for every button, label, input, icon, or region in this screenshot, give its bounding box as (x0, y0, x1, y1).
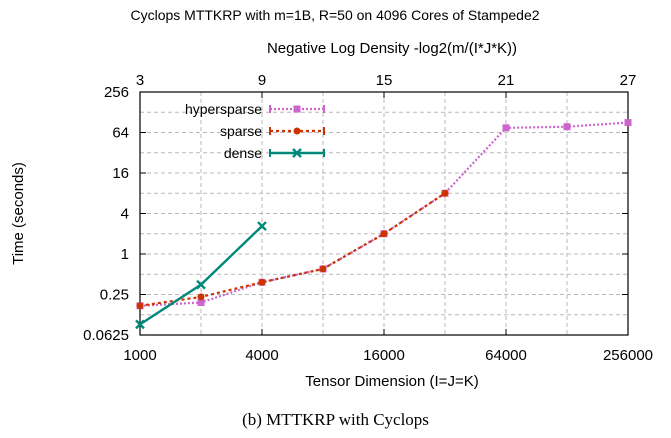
y-tick-label: 1 (121, 246, 129, 263)
x-tick-label: 64000 (485, 347, 527, 364)
x2-tick-label: 21 (498, 72, 515, 89)
sparse-point (258, 278, 266, 286)
sparse-point (380, 230, 388, 238)
dense-point (196, 279, 206, 290)
dense-point (257, 221, 267, 231)
x2-tick-label: 3 (136, 72, 144, 89)
figure-caption: (b) MTTKRP with Cyclops (242, 410, 429, 429)
sparse-line (139, 192, 446, 307)
legend-label: sparse (220, 123, 262, 139)
x-tick-label: 16000 (363, 347, 405, 364)
x2-axis-label: Negative Log Density -log2(m/(I*J*K)) (267, 40, 517, 57)
hypersparse-point (502, 124, 510, 132)
sparse-point (197, 293, 205, 301)
x2-tick-label: 27 (620, 72, 637, 89)
hypersparse-line (139, 121, 629, 307)
y-axis-label: Time (seconds) (10, 162, 27, 265)
legend-marker-dense (292, 148, 302, 158)
y-tick-label: 4 (121, 206, 129, 223)
sparse-point (441, 189, 449, 197)
x-axis-label: Tensor Dimension (I=J=K) (305, 373, 478, 390)
x-tick-label: 1000 (123, 347, 156, 364)
dense-point (135, 319, 145, 330)
hypersparse-point (563, 123, 571, 131)
hypersparse-point (197, 299, 205, 307)
chart: 1000 4000 16000 64000 256000 3 9 15 21 27 0.0625 0.… (10, 7, 653, 390)
x2-tick-label: 15 (376, 72, 393, 89)
y-tick-label: 16 (112, 165, 129, 182)
y-tick-label: 256 (104, 84, 129, 101)
legend-marker-hypersparse (293, 105, 301, 113)
legend-marker-sparse (293, 127, 301, 135)
chart-title: Cyclops MTTKRP with m=1B, R=50 on 4096 C… (130, 7, 539, 23)
y-tick-label: 0.25 (100, 287, 129, 304)
y-tick-label: 0.0625 (83, 327, 129, 344)
sparse-point (136, 302, 144, 310)
hypersparse-point (624, 119, 632, 127)
legend-label: dense (224, 145, 262, 161)
legend-label: hypersparse (185, 101, 262, 117)
x2-tick-label: 9 (258, 72, 266, 89)
sparse-point (319, 265, 327, 273)
y-tick-label: 64 (112, 125, 129, 142)
x-tick-label: 256000 (603, 347, 653, 364)
x-tick-label: 4000 (245, 347, 278, 364)
